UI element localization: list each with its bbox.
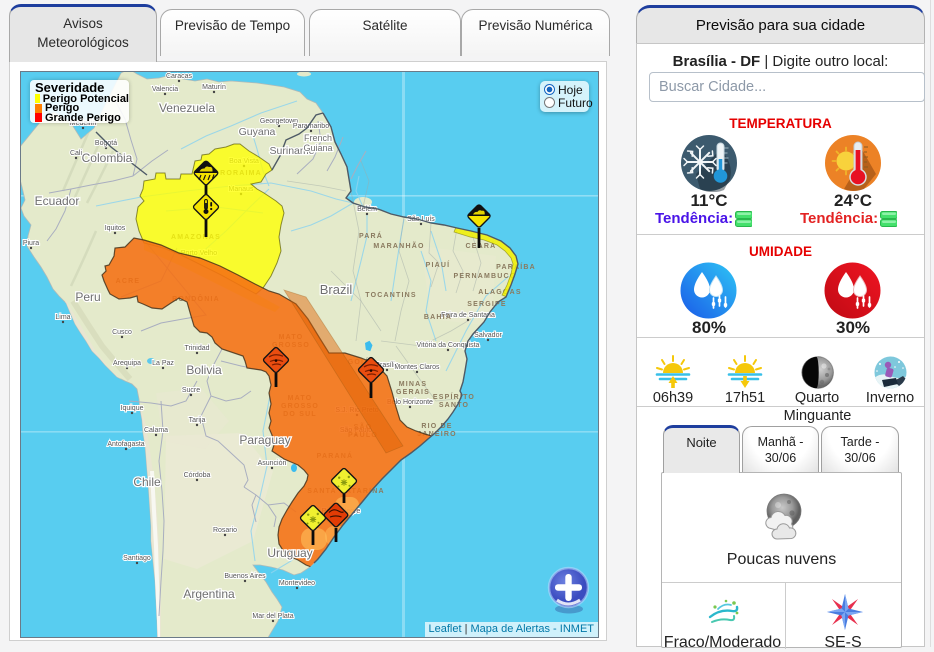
svg-text:Medellín: Medellín (70, 120, 97, 127)
svg-text:Cusco: Cusco (112, 329, 132, 336)
svg-text:Paramaribo: Paramaribo (293, 123, 329, 130)
svg-text:Peru: Peru (75, 290, 100, 304)
svg-text:Sucre: Sucre (182, 387, 200, 394)
svg-text:Calama: Calama (144, 427, 168, 434)
svg-text:Antofagasta: Antofagasta (107, 441, 144, 448)
svg-text:Tarija: Tarija (189, 417, 206, 424)
svg-text:Trinidad: Trinidad (184, 345, 209, 352)
svg-text:Brazil: Brazil (320, 282, 353, 297)
svg-text:Iquitos: Iquitos (105, 225, 126, 232)
svg-text:Venezuela: Venezuela (159, 101, 215, 115)
svg-text:Vitória da Conquista: Vitória da Conquista (417, 342, 480, 349)
svg-text:Buenos Aires: Buenos Aires (224, 573, 266, 580)
svg-text:Suriname: Suriname (270, 145, 315, 157)
svg-text:Ecuador: Ecuador (35, 194, 80, 208)
svg-text:Piura: Piura (23, 240, 39, 247)
svg-text:MARANHÃO: MARANHÃO (373, 241, 424, 250)
svg-text:Arequipa: Arequipa (113, 360, 141, 367)
svg-text:Guyana: Guyana (239, 126, 276, 138)
svg-text:Caracas: Caracas (166, 73, 193, 80)
svg-text:Valencia: Valencia (152, 86, 178, 93)
svg-text:French: French (304, 133, 332, 143)
svg-text:Feira de Santana: Feira de Santana (441, 312, 495, 319)
svg-text:Lima: Lima (55, 314, 70, 321)
svg-text:Colombia: Colombia (82, 151, 133, 165)
svg-text:MINAS: MINAS (399, 381, 428, 388)
svg-text:SERGIPE: SERGIPE (467, 301, 507, 308)
svg-text:PARÁ: PARÁ (359, 231, 383, 240)
svg-text:Bolivia: Bolivia (186, 363, 222, 377)
svg-text:Montevideo: Montevideo (279, 580, 315, 587)
svg-text:Paraguay: Paraguay (239, 433, 290, 447)
svg-text:ALAGOAS: ALAGOAS (478, 289, 521, 296)
svg-text:Iquique: Iquique (121, 405, 144, 412)
svg-text:Belém: Belém (357, 206, 377, 213)
svg-text:Bogotá: Bogotá (95, 140, 117, 147)
svg-text:Santiago: Santiago (123, 555, 151, 562)
svg-text:ESPÍRITO: ESPÍRITO (433, 392, 475, 401)
svg-text:RIO DE: RIO DE (421, 423, 452, 430)
svg-text:Mar del Plata: Mar del Plata (252, 613, 293, 620)
svg-text:PERNAMBUCO: PERNAMBUCO (454, 273, 517, 280)
svg-text:Rosario: Rosario (213, 527, 237, 534)
svg-text:Guiana: Guiana (303, 143, 332, 153)
svg-text:SANTO: SANTO (439, 402, 469, 409)
svg-text:BAHIA: BAHIA (424, 314, 452, 321)
svg-text:Montes Claros: Montes Claros (394, 364, 440, 371)
svg-text:Uruguay: Uruguay (267, 546, 312, 560)
svg-text:Chile: Chile (133, 475, 161, 489)
svg-text:Salvador: Salvador (474, 332, 502, 339)
svg-text:JANEIRO: JANEIRO (417, 431, 457, 438)
svg-text:Brasília: Brasília (375, 362, 398, 369)
svg-text:Belo Horizonte: Belo Horizonte (387, 399, 433, 406)
svg-text:PIAUÍ: PIAUÍ (426, 260, 451, 269)
svg-text:Córdoba: Córdoba (184, 472, 211, 479)
svg-text:GERAIS: GERAIS (396, 389, 430, 396)
svg-text:Asunción: Asunción (258, 460, 287, 467)
svg-text:Georgetown: Georgetown (260, 118, 298, 125)
svg-text:Argentina: Argentina (183, 587, 235, 601)
svg-text:Maturín: Maturín (202, 84, 226, 91)
svg-text:Cali: Cali (70, 150, 83, 157)
svg-text:TOCANTINS: TOCANTINS (365, 292, 417, 299)
svg-text:La Paz: La Paz (152, 360, 174, 367)
